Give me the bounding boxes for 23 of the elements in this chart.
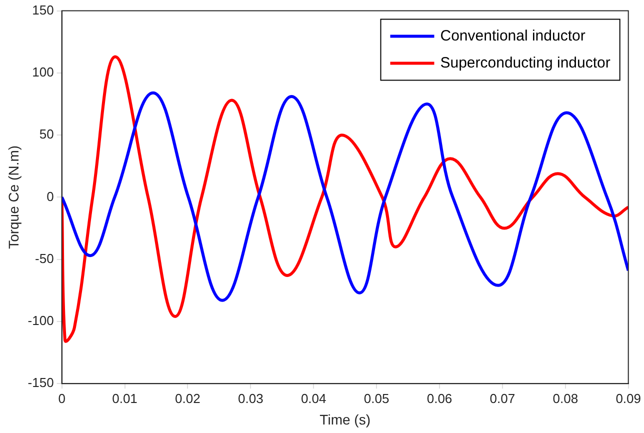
x-tick-label: 0 <box>58 390 66 406</box>
x-tick-label: 0.06 <box>426 390 452 406</box>
x-tick-label: 0.09 <box>616 390 642 406</box>
y-tick-label: 100 <box>32 64 54 80</box>
line-series <box>62 91 628 302</box>
y-tick-label: 0 <box>46 188 54 204</box>
x-axis-title: Time (s) <box>320 411 370 428</box>
x-tick-label: 0.02 <box>175 390 200 406</box>
y-axis-title: Torque Ce (N.m) <box>5 145 22 249</box>
y-tick-label: 150 <box>32 2 54 18</box>
x-tick-label: 0.05 <box>364 390 390 406</box>
x-tick-label: 0.01 <box>112 390 138 406</box>
line-series <box>62 55 628 342</box>
y-tick-label: 50 <box>39 126 54 142</box>
legend-label: Conventional inductor <box>440 27 586 44</box>
y-tick-label: -150 <box>28 375 54 390</box>
x-tick-label: 0.08 <box>552 390 578 406</box>
x-tick-label: 0.04 <box>300 390 326 406</box>
y-tick-label: -100 <box>28 313 54 328</box>
legend-label: Superconducting inductor <box>440 54 610 72</box>
x-tick-label: 0.07 <box>490 390 516 406</box>
y-tick-label: -50 <box>35 250 54 266</box>
x-tick-label: 0.03 <box>238 390 264 406</box>
